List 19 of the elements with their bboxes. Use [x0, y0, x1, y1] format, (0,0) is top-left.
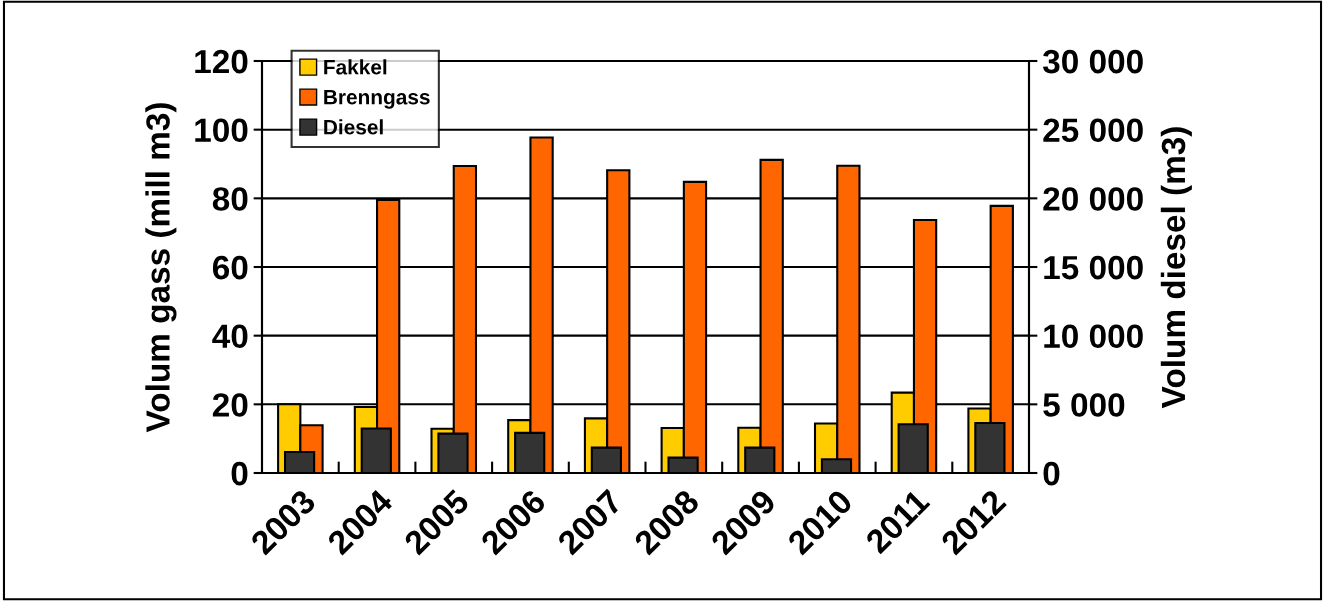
y-tick-label: 60 — [212, 255, 248, 280]
legend-label: Brenngass — [324, 89, 430, 109]
y-tick-label: 120 — [195, 49, 248, 74]
y-axis-title: Volum gass (mill m3) — [145, 103, 177, 433]
y-tick-label: 40 — [212, 324, 248, 349]
y2-axis-title: Volum diesel (m3) — [1160, 127, 1192, 409]
y2-tick-label: 20 000 — [1043, 187, 1143, 211]
legend-label: Fakkel — [324, 59, 387, 75]
y2-tick-label: 0 — [1043, 461, 1060, 486]
y2-tick-label: 15 000 — [1044, 255, 1143, 280]
y-tick-label: 80 — [212, 187, 248, 211]
y2-tick-label: 25 000 — [1043, 118, 1143, 143]
y2-tick-label: 5 000 — [1043, 393, 1125, 417]
y-tick-label: 0 — [231, 461, 248, 486]
legend-label: Diesel — [324, 119, 383, 135]
y2-tick-label: 30 000 — [1042, 49, 1143, 74]
y-tick-label: 100 — [195, 118, 248, 143]
y-tick-label: 20 — [212, 393, 248, 417]
y2-tick-label: 10 000 — [1044, 324, 1143, 349]
